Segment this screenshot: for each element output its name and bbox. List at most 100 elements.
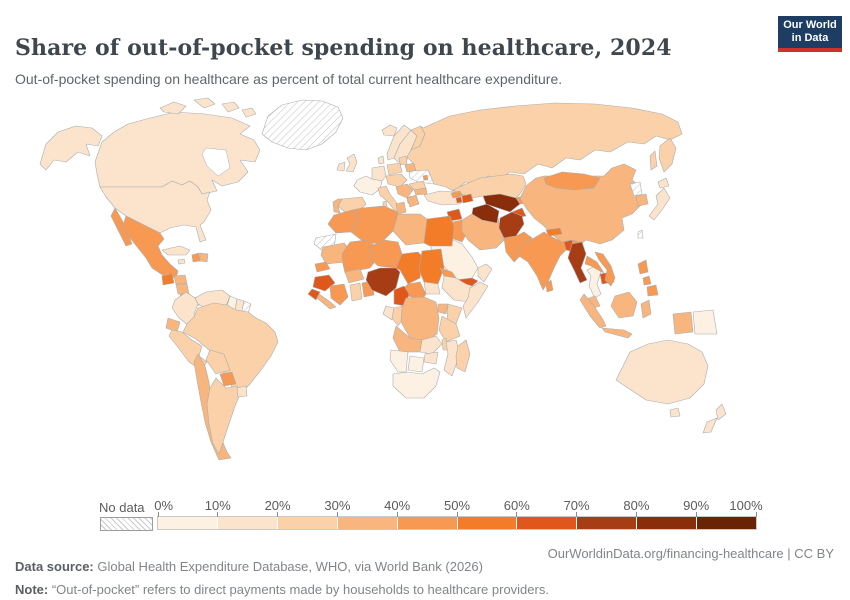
country-south-africa[interactable] <box>392 367 441 399</box>
country-sierra-leone[interactable] <box>307 288 321 301</box>
legend-bin-50-60%[interactable] <box>457 517 518 529</box>
country-ireland[interactable] <box>336 161 346 172</box>
country-new-zealand-north[interactable] <box>715 403 727 421</box>
legend-bin-40-50%[interactable] <box>397 517 458 529</box>
country-canada-arctic-3[interactable] <box>221 101 240 113</box>
country-japan[interactable] <box>648 187 671 221</box>
country-indonesia-borneo[interactable] <box>610 291 638 319</box>
country-canada-arctic-1[interactable] <box>159 101 187 115</box>
country-papua-new-guinea[interactable] <box>692 309 718 335</box>
country-mongolia[interactable] <box>543 171 601 191</box>
country-germany[interactable] <box>371 165 387 182</box>
country-namibia[interactable] <box>389 349 409 373</box>
country-moldova[interactable] <box>422 174 429 181</box>
legend-bin-60-70%[interactable] <box>517 517 578 529</box>
country-afghanistan[interactable] <box>498 211 525 239</box>
country-niger[interactable] <box>369 239 403 269</box>
country-zambia[interactable] <box>419 335 443 355</box>
legend-no-data-swatch[interactable] <box>100 517 153 531</box>
country-north-korea[interactable] <box>629 181 643 197</box>
country-nepal[interactable] <box>545 227 563 237</box>
country-botswana[interactable] <box>407 355 425 373</box>
country-tanzania[interactable] <box>438 315 461 343</box>
country-south-korea[interactable] <box>635 193 649 207</box>
country-kazakhstan[interactable] <box>452 173 527 199</box>
legend-bin-10-20%[interactable] <box>217 517 278 529</box>
country-zimbabwe[interactable] <box>423 351 439 365</box>
country-central-europe[interactable] <box>385 173 408 188</box>
country-canada-arctic-2[interactable] <box>193 97 216 109</box>
country-laos[interactable] <box>584 255 605 274</box>
country-dominican-republic[interactable] <box>199 252 209 263</box>
country-canada[interactable] <box>94 111 261 195</box>
country-cuba[interactable] <box>161 245 191 256</box>
country-azerbaijan[interactable] <box>461 193 474 204</box>
country-algeria[interactable] <box>350 205 399 245</box>
legend-bin-90-100%[interactable] <box>697 517 757 529</box>
owid-cc-link[interactable]: OurWorldinData.org/financing-healthcare … <box>547 546 834 561</box>
country-baltic-states[interactable] <box>398 155 408 166</box>
country-haiti[interactable] <box>191 252 201 263</box>
country-australia-tasmania[interactable] <box>669 407 681 418</box>
country-armenia[interactable] <box>455 196 463 204</box>
country-paraguay[interactable] <box>219 371 237 387</box>
country-jamaica[interactable] <box>177 258 186 265</box>
country-myanmar[interactable] <box>567 241 588 284</box>
country-senegal[interactable] <box>314 261 331 273</box>
country-philippines-luzon[interactable] <box>637 259 649 275</box>
legend-bin-0-10%[interactable] <box>158 517 218 529</box>
country-mozambique[interactable] <box>443 339 461 377</box>
country-indonesia-sumatra[interactable] <box>579 293 607 329</box>
country-portugal[interactable] <box>332 198 343 214</box>
country-iceland[interactable] <box>381 124 398 137</box>
country-brazil[interactable] <box>182 302 279 395</box>
country-mexico[interactable] <box>121 215 179 279</box>
country-chad[interactable] <box>395 251 423 285</box>
country-south-sudan[interactable] <box>423 281 441 295</box>
country-sri-lanka[interactable] <box>545 279 554 293</box>
country-bolivia[interactable] <box>205 349 231 375</box>
country-greenland[interactable] <box>261 99 344 151</box>
country-philippines-mindanao[interactable] <box>646 284 659 297</box>
country-somalia[interactable] <box>462 281 489 319</box>
country-australia[interactable] <box>615 339 709 405</box>
country-tunisia[interactable] <box>395 201 407 215</box>
country-russia[interactable] <box>406 102 683 192</box>
country-denmark[interactable] <box>377 155 385 165</box>
country-united-kingdom[interactable] <box>345 153 358 173</box>
country-poland[interactable] <box>386 162 403 176</box>
country-nigeria[interactable] <box>365 267 401 297</box>
country-burkina-faso[interactable] <box>344 268 365 284</box>
country-ivory-coast[interactable] <box>329 283 349 306</box>
country-mexico-baja[interactable] <box>110 207 133 247</box>
country-uganda[interactable] <box>437 303 449 315</box>
country-uruguay[interactable] <box>236 385 248 398</box>
country-indonesia-java[interactable] <box>601 327 633 339</box>
country-philippines-visayas[interactable] <box>642 275 652 286</box>
country-uzbekistan[interactable] <box>482 193 521 213</box>
legend-bin-80-90%[interactable] <box>637 517 698 529</box>
country-thailand[interactable] <box>586 265 602 299</box>
country-balkans[interactable] <box>395 183 414 199</box>
country-canada-arctic-4[interactable] <box>241 107 257 118</box>
country-guatemala[interactable] <box>161 273 175 286</box>
country-indonesia-papua[interactable] <box>672 311 694 335</box>
country-liberia[interactable] <box>316 293 337 310</box>
legend-bin-70-80%[interactable] <box>577 517 638 529</box>
country-libya[interactable] <box>392 213 428 246</box>
country-alaska[interactable] <box>39 125 103 171</box>
country-madagascar[interactable] <box>455 339 471 373</box>
country-oman[interactable] <box>477 263 493 283</box>
country-ghana[interactable] <box>349 282 363 302</box>
country-mali[interactable] <box>341 239 379 274</box>
country-indonesia-sulawesi[interactable] <box>640 299 652 319</box>
country-gabon[interactable] <box>382 305 395 321</box>
country-russia-sakhalin[interactable] <box>649 150 658 171</box>
owid-logo[interactable]: Our World in Data <box>778 16 842 52</box>
legend-bin-30-40%[interactable] <box>337 517 398 529</box>
country-japan-hokkaido[interactable] <box>657 177 670 189</box>
country-russia-kamchatka[interactable] <box>658 137 677 173</box>
country-argentina[interactable] <box>206 377 242 455</box>
country-egypt[interactable] <box>423 215 455 247</box>
country-sudan[interactable] <box>418 248 445 285</box>
